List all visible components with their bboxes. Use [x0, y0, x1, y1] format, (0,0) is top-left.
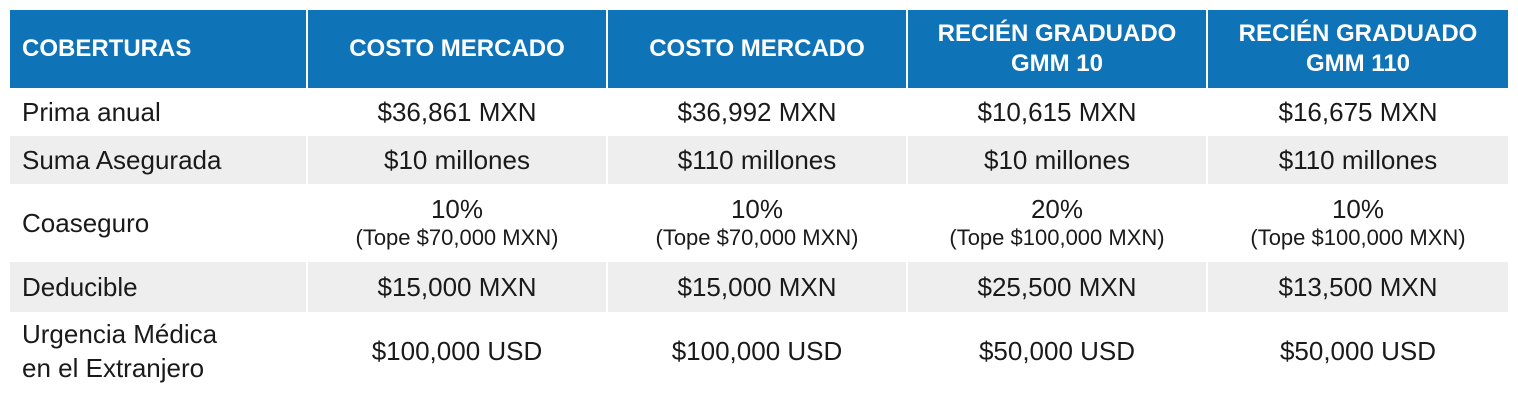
table-row-deducible: Deducible $15,000 MXN $15,000 MXN $25,50… — [10, 262, 1508, 312]
table-cell: $50,000 USD — [908, 312, 1208, 390]
table-cell: $110 millones — [608, 136, 908, 184]
table-cell: $10 millones — [308, 136, 608, 184]
table-row-urgencia-medica: Urgencia Médica en el Extranjero $100,000… — [10, 312, 1508, 390]
table-cell: $100,000 USD — [308, 312, 608, 390]
cell-sub-note: (Tope $100,000 MXN) — [1250, 225, 1466, 250]
header-costo-mercado-1: COSTO MERCADO — [308, 10, 608, 88]
row-label-line: en el Extranjero — [22, 353, 205, 383]
row-label: Prima anual — [10, 88, 308, 136]
table-cell: 10% (Tope $70,000 MXN) — [608, 184, 908, 262]
coverage-comparison-table: COBERTURAS COSTO MERCADO COSTO MERCADO R… — [10, 10, 1508, 390]
header-costo-mercado-2: COSTO MERCADO — [608, 10, 908, 88]
cell-main-value: 10% — [730, 194, 784, 224]
header-line: COSTO MERCADO — [649, 35, 865, 62]
table-cell: 10% (Tope $70,000 MXN) — [308, 184, 608, 262]
table-cell: $50,000 USD — [1208, 312, 1508, 390]
header-line: COBERTURAS — [22, 35, 192, 62]
table-cell: 20% (Tope $100,000 MXN) — [908, 184, 1208, 262]
cell-sub-note: (Tope $70,000 MXN) — [655, 225, 859, 250]
cell-main-value: 10% — [430, 194, 484, 224]
table-cell: $16,675 MXN — [1208, 88, 1508, 136]
table-cell: $110 millones — [1208, 136, 1508, 184]
cell-sub-note: (Tope $100,000 MXN) — [949, 225, 1165, 250]
table-cell: $100,000 USD — [608, 312, 908, 390]
cell-sub-note: (Tope $70,000 MXN) — [355, 225, 559, 250]
table-cell: $15,000 MXN — [608, 262, 908, 312]
header-recien-graduado-gmm110: RECIÉN GRADUADO GMM 110 — [1208, 10, 1508, 88]
row-label: Deducible — [10, 262, 308, 312]
row-label: Suma Asegurada — [10, 136, 308, 184]
table-cell: $36,861 MXN — [308, 88, 608, 136]
table-cell: $13,500 MXN — [1208, 262, 1508, 312]
table-header-row: COBERTURAS COSTO MERCADO COSTO MERCADO R… — [10, 10, 1508, 88]
row-label-line: Urgencia Médica — [22, 319, 218, 349]
table-cell: $25,500 MXN — [908, 262, 1208, 312]
header-recien-graduado-gmm10: RECIÉN GRADUADO GMM 10 — [908, 10, 1208, 88]
cell-main-value: 20% — [1030, 194, 1084, 224]
table-row-suma-asegurada: Suma Asegurada $10 millones $110 millone… — [10, 136, 1508, 184]
table-cell: $36,992 MXN — [608, 88, 908, 136]
table-cell: 10% (Tope $100,000 MXN) — [1208, 184, 1508, 262]
header-line: RECIÉN GRADUADO — [937, 20, 1177, 47]
cell-main-value: 10% — [1331, 194, 1385, 224]
coverage-table-container: COBERTURAS COSTO MERCADO COSTO MERCADO R… — [10, 10, 1508, 390]
header-line: GMM 10 — [1010, 50, 1103, 77]
header-line: COSTO MERCADO — [349, 35, 565, 62]
row-label: Coaseguro — [10, 184, 308, 262]
table-cell: $10 millones — [908, 136, 1208, 184]
table-cell: $15,000 MXN — [308, 262, 608, 312]
table-row-prima-anual: Prima anual $36,861 MXN $36,992 MXN $10,… — [10, 88, 1508, 136]
header-line: GMM 110 — [1305, 50, 1411, 77]
row-label: Urgencia Médica en el Extranjero — [10, 312, 308, 390]
header-coberturas: COBERTURAS — [10, 10, 308, 88]
table-row-coaseguro: Coaseguro 10% (Tope $70,000 MXN) 10% (Tope… — [10, 184, 1508, 262]
header-line: RECIÉN GRADUADO — [1238, 20, 1478, 47]
table-cell: $10,615 MXN — [908, 88, 1208, 136]
